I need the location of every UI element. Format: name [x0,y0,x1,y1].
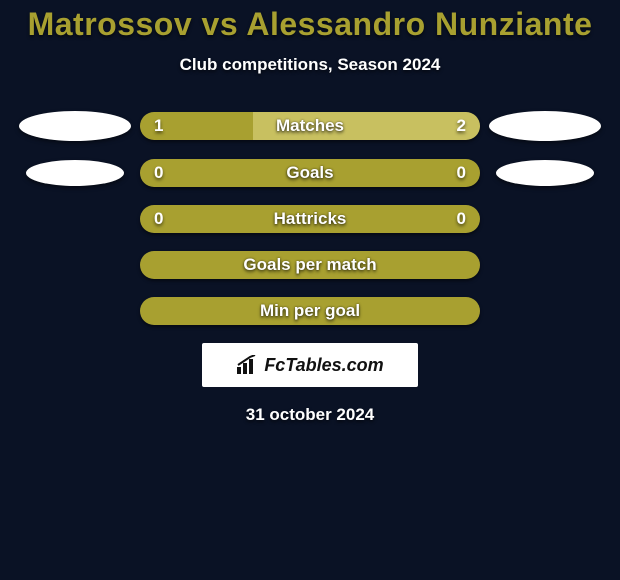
left-badge-slot [10,111,140,141]
stat-value-right: 2 [457,116,466,136]
stat-row: Matches1 2 [0,111,620,141]
stat-row: Min per goal [0,297,620,325]
stat-bar: Goals per match [140,251,480,279]
date-label: 31 october 2024 [0,405,620,425]
stat-value-left: 1 [154,116,163,136]
page-subtitle: Club competitions, Season 2024 [0,55,620,75]
chart-icon [236,355,258,375]
page-title: Matrossov vs Alessandro Nunziante [0,0,620,43]
stat-value-left: 0 [154,163,163,183]
stat-row: Goals per match [0,251,620,279]
stat-row: Hattricks0 0 [0,205,620,233]
stat-bar: Hattricks0 0 [140,205,480,233]
stat-rows: Matches12Goals00Hattricks00Goals per mat… [0,111,620,325]
team-badge-right [496,160,594,186]
team-badge-left [26,160,124,186]
team-badge-right [489,111,601,141]
stat-bar: Matches1 2 [140,112,480,140]
right-badge-slot [480,160,610,186]
logo-box: FcTables.com [202,343,418,387]
stat-bar: Min per goal [140,297,480,325]
stat-bar: Goals0 0 [140,159,480,187]
stat-value-left: 0 [154,209,163,229]
stat-row: Goals0 0 [0,159,620,187]
stat-label: Hattricks [140,209,480,229]
stat-label: Goals [140,163,480,183]
stat-label: Min per goal [140,301,480,321]
stat-value-right: 0 [457,209,466,229]
left-badge-slot [10,160,140,186]
team-badge-left [19,111,131,141]
stat-label: Matches [140,116,480,136]
right-badge-slot [480,111,610,141]
stat-value-right: 0 [457,163,466,183]
stat-label: Goals per match [140,255,480,275]
logo-text: FcTables.com [264,355,383,376]
